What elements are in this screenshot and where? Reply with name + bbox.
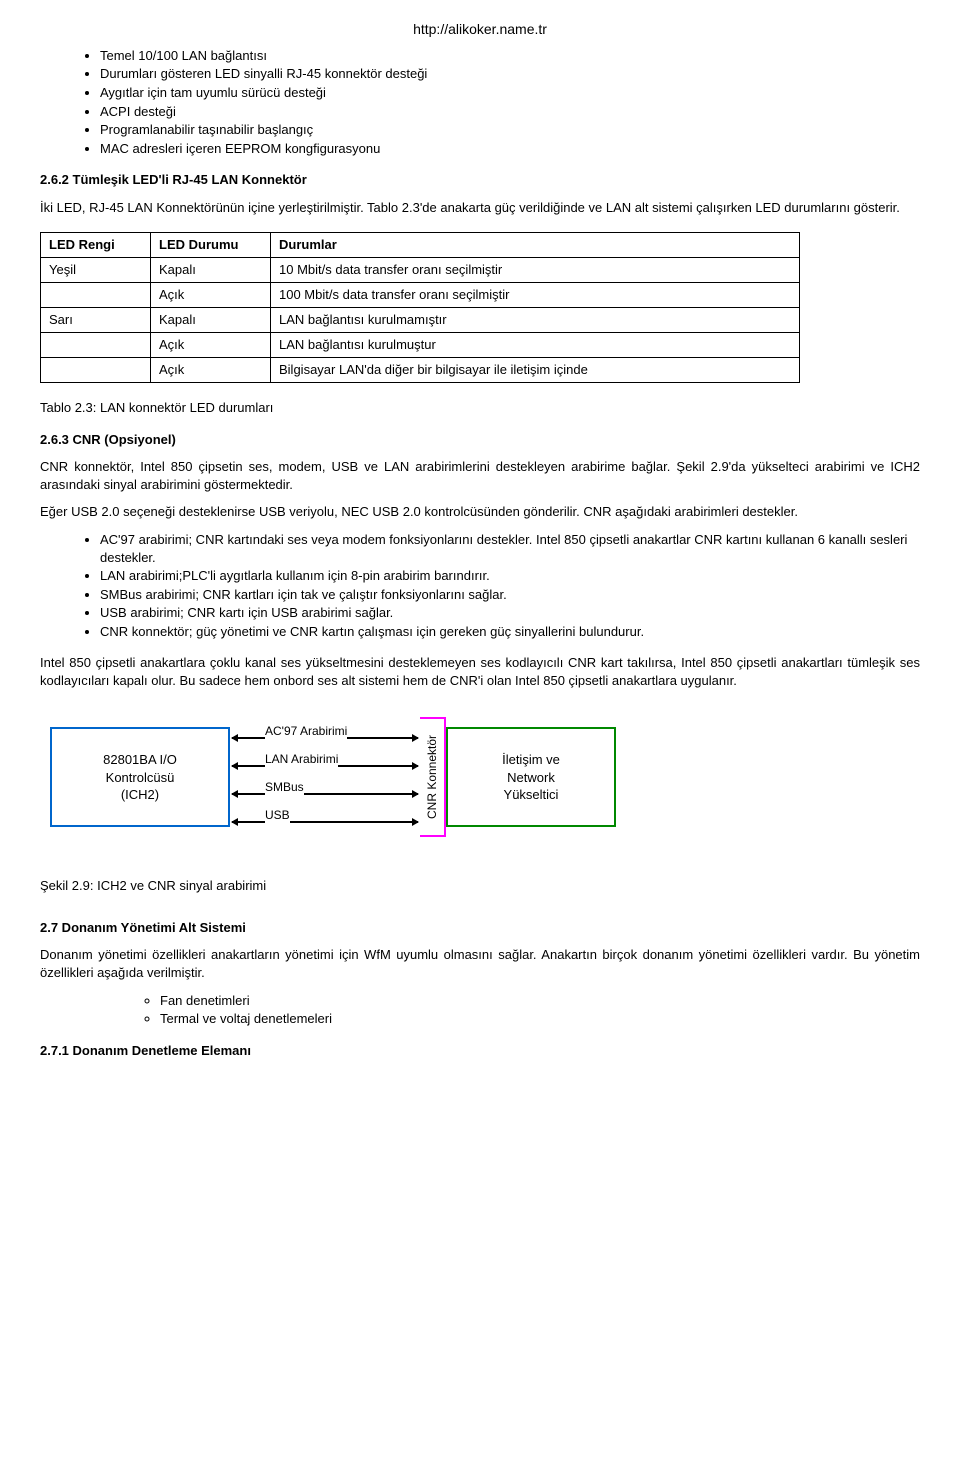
table-cell: Açık: [151, 283, 271, 308]
list-item: SMBus arabirimi; CNR kartları için tak v…: [100, 586, 920, 604]
diagram-arrow: [232, 793, 418, 795]
list-item: Fan denetimleri: [160, 992, 920, 1010]
header-url: http://alikoker.name.tr: [40, 20, 920, 39]
list-item: CNR konnektör; güç yönetimi ve CNR kartı…: [100, 623, 920, 641]
table-cell: [41, 283, 151, 308]
list-item: Termal ve voltaj denetlemeleri: [160, 1010, 920, 1028]
figure-caption: Şekil 2.9: ICH2 ve CNR sinyal arabirimi: [40, 877, 920, 895]
led-status-table: LED Rengi LED Durumu Durumlar YeşilKapal…: [40, 232, 800, 383]
table-cell: [41, 333, 151, 358]
table-cell: Açık: [151, 358, 271, 383]
hardware-mgmt-list: Fan denetimleri Termal ve voltaj denetle…: [40, 992, 920, 1028]
table-cell: Sarı: [41, 308, 151, 333]
table-row: SarıKapalıLAN bağlantısı kurulmamıştır: [41, 308, 800, 333]
heading-263: 2.6.3 CNR (Opsiyonel): [40, 431, 920, 449]
table-cell: Kapalı: [151, 258, 271, 283]
paragraph: CNR konnektör, Intel 850 çipsetin ses, m…: [40, 458, 920, 493]
table-row: AçıkBilgisayar LAN'da diğer bir bilgisay…: [41, 358, 800, 383]
table-cell: 100 Mbit/s data transfer oranı seçilmişt…: [271, 283, 800, 308]
diagram-arrow-label: SMBus: [265, 779, 304, 795]
list-item: Temel 10/100 LAN bağlantısı: [100, 47, 920, 65]
diagram-arrow-label: AC'97 Arabirimi: [265, 723, 347, 739]
th-status: Durumlar: [271, 233, 800, 258]
cnr-diagram: 82801BA I/OKontrolcüsü(ICH2) CNR Konnekt…: [40, 707, 920, 867]
paragraph: Eğer USB 2.0 seçeneği desteklenirse USB …: [40, 503, 920, 521]
list-item: LAN arabirimi;PLC'li aygıtlarla kullanım…: [100, 567, 920, 585]
list-item: Programlanabilir taşınabilir başlangıç: [100, 121, 920, 139]
list-item: USB arabirimi; CNR kartı için USB arabir…: [100, 604, 920, 622]
th-led-color: LED Rengi: [41, 233, 151, 258]
table-caption: Tablo 2.3: LAN konnektör LED durumları: [40, 399, 920, 417]
table-cell: 10 Mbit/s data transfer oranı seçilmişti…: [271, 258, 800, 283]
top-bullet-list: Temel 10/100 LAN bağlantısı Durumları gö…: [40, 47, 920, 157]
th-led-state: LED Durumu: [151, 233, 271, 258]
list-item: AC'97 arabirimi; CNR kartındaki ses veya…: [100, 531, 920, 566]
table-cell: Açık: [151, 333, 271, 358]
diagram-arrow-label: USB: [265, 807, 290, 823]
table-row: YeşilKapalı10 Mbit/s data transfer oranı…: [41, 258, 800, 283]
paragraph: Intel 850 çipsetli anakartlara çoklu kan…: [40, 654, 920, 689]
paragraph: Donanım yönetimi özellikleri anakartları…: [40, 946, 920, 981]
table-cell: Yeşil: [41, 258, 151, 283]
table-cell: LAN bağlantısı kurulmuştur: [271, 333, 800, 358]
table-cell: Kapalı: [151, 308, 271, 333]
list-item: MAC adresleri içeren EEPROM kongfigurasy…: [100, 140, 920, 158]
list-item: Durumları gösteren LED sinyalli RJ-45 ko…: [100, 65, 920, 83]
list-item: ACPI desteği: [100, 103, 920, 121]
table-cell: LAN bağlantısı kurulmamıştır: [271, 308, 800, 333]
diagram-box-comm: İletişim veNetworkYükseltici: [446, 727, 616, 827]
table-row: Açık100 Mbit/s data transfer oranı seçil…: [41, 283, 800, 308]
table-row: AçıkLAN bağlantısı kurulmuştur: [41, 333, 800, 358]
list-item: Aygıtlar için tam uyumlu sürücü desteği: [100, 84, 920, 102]
paragraph: İki LED, RJ-45 LAN Konnektörünün içine y…: [40, 199, 920, 217]
diagram-box-ich2: 82801BA I/OKontrolcüsü(ICH2): [50, 727, 230, 827]
heading-262: 2.6.2 Tümleşik LED'li RJ-45 LAN Konnektö…: [40, 171, 920, 189]
diagram-arrow-label: LAN Arabirimi: [265, 751, 338, 767]
table-header-row: LED Rengi LED Durumu Durumlar: [41, 233, 800, 258]
heading-271: 2.7.1 Donanım Denetleme Elemanı: [40, 1042, 920, 1060]
cnr-bullet-list: AC'97 arabirimi; CNR kartındaki ses veya…: [40, 531, 920, 640]
diagram-arrow: [232, 821, 418, 823]
diagram-cnr-strip: CNR Konnektör: [420, 717, 446, 837]
table-cell: Bilgisayar LAN'da diğer bir bilgisayar i…: [271, 358, 800, 383]
heading-27: 2.7 Donanım Yönetimi Alt Sistemi: [40, 919, 920, 937]
table-cell: [41, 358, 151, 383]
